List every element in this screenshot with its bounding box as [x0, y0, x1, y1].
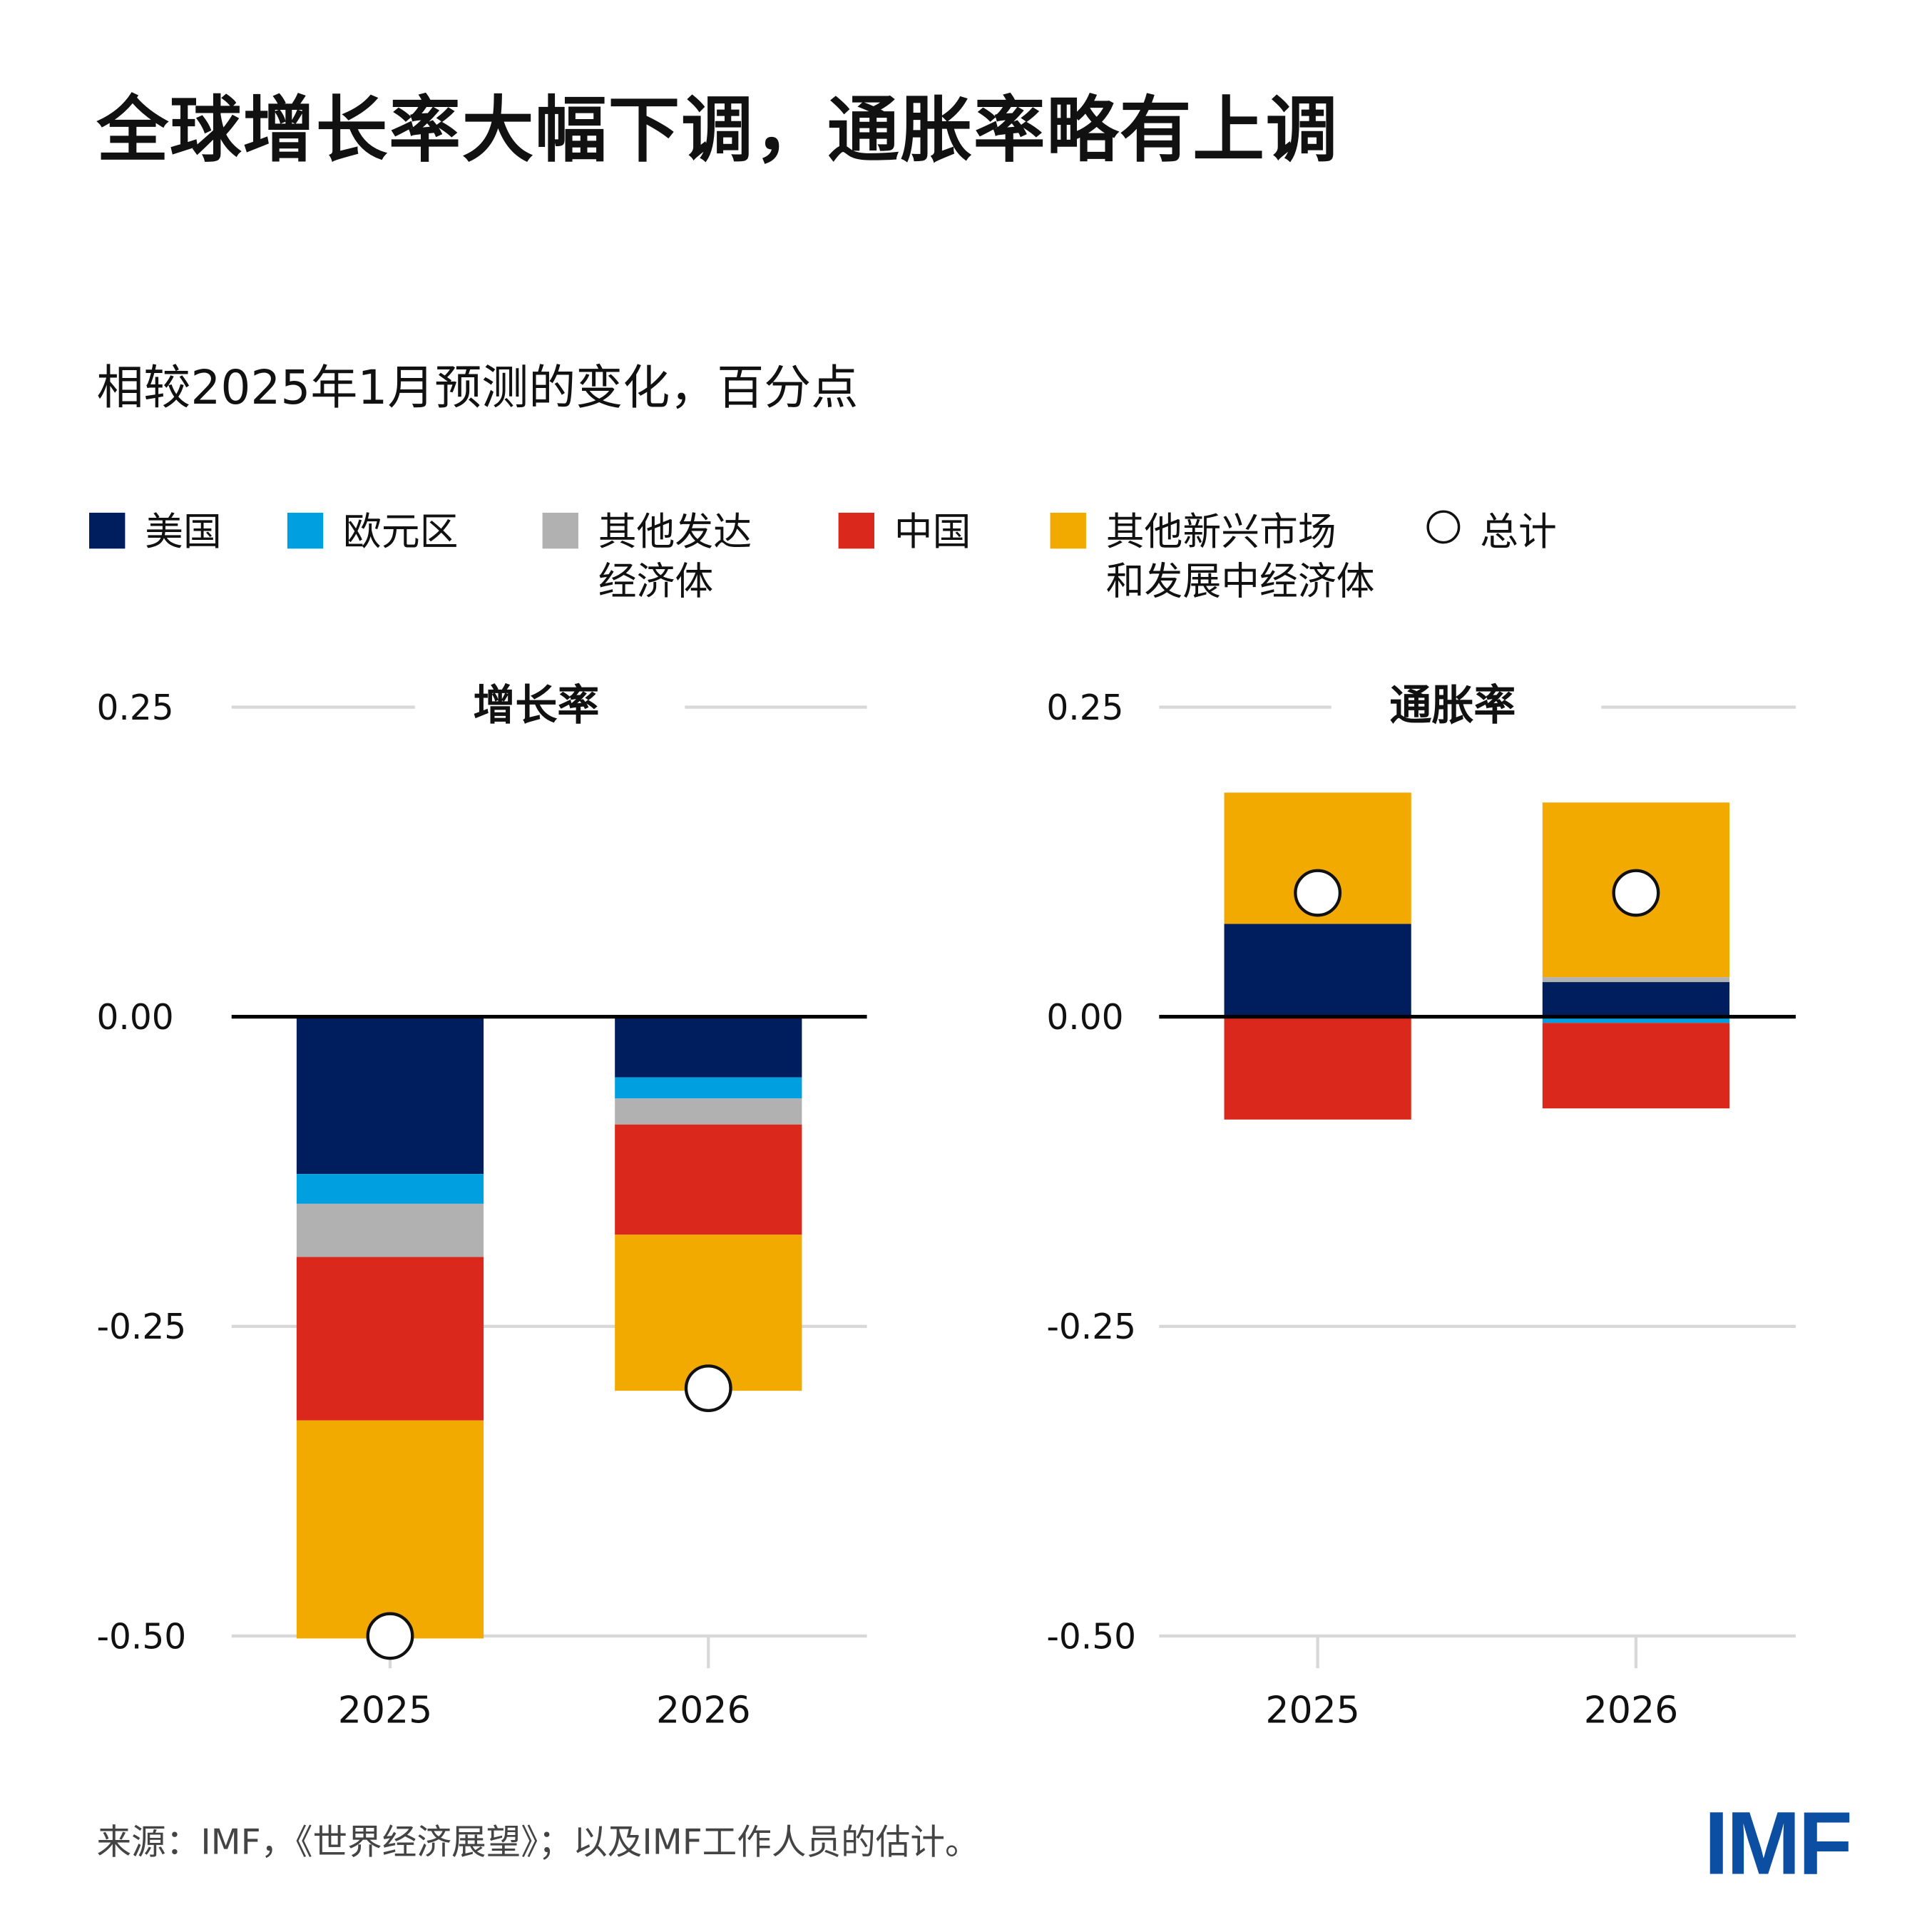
x-tick-label: 2026: [1584, 1689, 1679, 1732]
chart-panel-1: 0.25 0.00 -0.25 -0.50 通胀率 2025 2026: [1046, 680, 1796, 1732]
total-marker: [1294, 869, 1342, 917]
legend-swatch: [838, 512, 874, 549]
y-tick-label: 0.00: [96, 998, 173, 1038]
y-tick-label: 0.25: [1046, 688, 1123, 728]
bar-segment: [615, 1098, 802, 1125]
bar-segment: [296, 1420, 484, 1639]
legend-label: 其他发达 经济体: [598, 510, 752, 605]
legend-swatch: [287, 512, 324, 549]
legend-item-euro: 欧元区: [287, 508, 459, 557]
imf-logo: IMF: [1704, 1794, 1852, 1894]
y-tick-label: 0.25: [96, 688, 173, 728]
legend-label: 中国: [894, 510, 971, 555]
legend-item-emde: 其他新兴市场 和发展中经济体: [1050, 508, 1375, 607]
legend-label: 总计: [1480, 510, 1557, 555]
bar-segment: [296, 1016, 484, 1175]
x-tick-label: 2025: [338, 1689, 433, 1732]
legend-swatch: [89, 512, 126, 549]
x-tick-label: 2026: [656, 1689, 751, 1732]
x-tick-label: 2025: [1265, 1689, 1360, 1732]
source-note: 来源：IMF，《世界经济展望》；以及IMF工作人员的估计。: [96, 1821, 980, 1863]
legend-label: 其他新兴市场 和发展中经济体: [1105, 510, 1375, 605]
total-marker: [1612, 869, 1660, 917]
y-tick-label: -0.25: [96, 1307, 186, 1347]
chart-title: 全球增长率大幅下调，通胀率略有上调: [96, 88, 1339, 173]
legend-item-us: 美国: [89, 508, 222, 557]
bar-segment: [296, 1257, 484, 1421]
y-tick-label: -0.25: [1046, 1307, 1136, 1347]
bar-segment: [615, 1016, 802, 1078]
panel-title: 增长率: [473, 680, 599, 730]
legend: 美国 欧元区 其他发达 经济体 中国 其他新兴市场 和发展中经济体 总计: [89, 508, 1897, 619]
panel-title: 通胀率: [1389, 680, 1516, 730]
bar-segment: [1542, 982, 1730, 1017]
bar-segment: [1542, 1016, 1730, 1023]
y-tick-label: -0.50: [96, 1617, 186, 1657]
bar-segment: [615, 1077, 802, 1099]
y-tick-label: 0.00: [1046, 998, 1123, 1038]
bar-segment: [615, 1124, 802, 1235]
legend-label: 美国: [145, 510, 222, 555]
y-tick-label: -0.50: [1046, 1617, 1136, 1657]
total-marker: [684, 1364, 732, 1413]
total-marker: [366, 1612, 414, 1660]
bar-segment: [296, 1174, 484, 1204]
legend-item-china: 中国: [838, 508, 971, 557]
circle-marker-icon: [1426, 510, 1461, 544]
bar-segment: [1542, 1023, 1730, 1109]
legend-swatch: [542, 512, 578, 549]
legend-item-other-advanced: 其他发达 经济体: [542, 508, 752, 607]
legend-label: 欧元区: [343, 510, 459, 555]
legend-item-total: 总计: [1426, 508, 1557, 557]
legend-swatch: [1050, 512, 1086, 549]
bar-segment: [1224, 1016, 1411, 1120]
chart-subtitle: 相较2025年1月预测的变化，百分点: [96, 360, 859, 415]
bar-segment: [1542, 977, 1730, 983]
chart-panel-0: 0.25 0.00 -0.25 -0.50 增长率 2025 2026: [96, 680, 867, 1732]
bar-segment: [1224, 924, 1411, 1017]
bar-segment: [296, 1203, 484, 1257]
